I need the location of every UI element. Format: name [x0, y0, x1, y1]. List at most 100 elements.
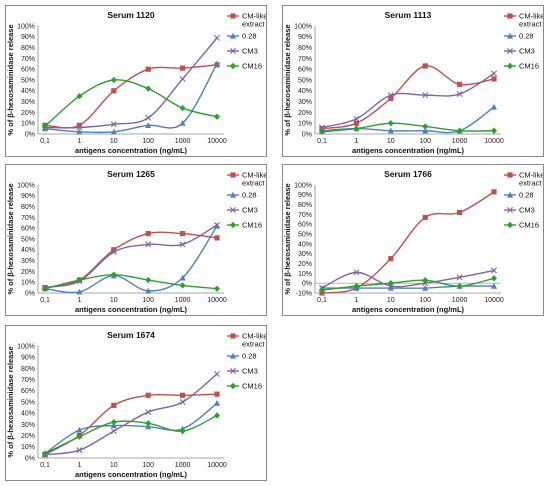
data-point — [42, 285, 48, 292]
x-axis-label: antigens concentration (ng/mL) — [352, 146, 465, 155]
y-tick-label: 30% — [21, 99, 35, 106]
legend-label: CM-like extract — [242, 12, 266, 29]
y-axis-label: % of β-hexosaminidase release — [283, 183, 292, 294]
data-point — [76, 124, 83, 131]
data-point — [145, 231, 151, 237]
data-point — [491, 282, 497, 289]
y-tick-label: 90% — [21, 34, 35, 41]
x-tick-label: 1 — [77, 297, 81, 304]
data-point — [491, 189, 497, 195]
x-tick-label: 100 — [142, 462, 154, 469]
chart-svg: Serum 1113 % of β-hexosaminidase release 0… — [283, 10, 543, 155]
y-tick-label: 90% — [298, 192, 312, 199]
legend-marker — [507, 221, 513, 229]
x-tick-label: 0,1 — [317, 297, 327, 304]
chart-panel-serum-1120: Serum 1120 % of β-hexosaminidase release 0… — [5, 5, 267, 157]
legend-marker — [230, 172, 236, 178]
y-tick-label: 50% — [21, 236, 35, 243]
y-tick-label: 90% — [21, 193, 35, 200]
x-tick-label: 1 — [354, 297, 358, 304]
y-tick-label: 100% — [17, 343, 35, 350]
y-tick-label: 80% — [21, 45, 35, 52]
data-point — [145, 85, 152, 92]
x-tick-label: 1000 — [452, 297, 468, 304]
data-point — [387, 127, 394, 134]
y-tick-label: 20% — [298, 261, 312, 268]
data-point — [110, 248, 117, 255]
data-point — [214, 391, 220, 397]
y-tick-label: 20% — [21, 433, 35, 440]
x-tick-label: 1000 — [175, 138, 191, 145]
data-point — [145, 114, 152, 121]
y-tick-label: 0% — [25, 455, 35, 462]
series-line — [44, 414, 218, 455]
legend-label: CM-like extract — [519, 171, 543, 188]
y-tick-label: 50% — [298, 231, 312, 238]
y-tick-label: 0% — [25, 290, 35, 297]
data-point — [145, 420, 152, 427]
x-tick-label: 10 — [110, 462, 118, 469]
data-point — [179, 241, 186, 248]
data-point — [353, 282, 360, 290]
y-tick-label: 60% — [21, 226, 35, 233]
legend-marker — [230, 191, 236, 198]
data-point — [111, 247, 117, 253]
data-point — [422, 123, 429, 130]
data-point — [456, 282, 463, 290]
y-tick-label: 40% — [21, 247, 35, 254]
legend-label: CM-like extract — [242, 332, 266, 349]
y-tick-label: 20% — [21, 110, 35, 117]
data-point — [42, 123, 48, 130]
x-tick-label: 0,1 — [40, 462, 50, 469]
y-tick-label: 10% — [298, 271, 312, 278]
data-point — [110, 121, 117, 128]
y-tick-label: 10% — [298, 121, 312, 128]
y-tick-label: 0% — [302, 281, 312, 288]
y-tick-label: 30% — [21, 422, 35, 429]
chart-svg: Serum 1766 % of β-hexosaminidase release -… — [283, 169, 543, 314]
data-point — [388, 256, 394, 262]
series-line — [44, 231, 218, 289]
data-point — [214, 235, 220, 241]
data-point — [180, 231, 186, 237]
y-tick-label: 30% — [21, 258, 35, 265]
data-point — [179, 282, 186, 289]
y-tick-label: 0% — [25, 131, 35, 138]
series-line — [44, 37, 218, 129]
legend-label: CM3 — [519, 206, 535, 215]
legend-label: CM3 — [242, 47, 258, 56]
series-line — [44, 63, 218, 134]
legend-label: CM-like extract — [242, 171, 266, 188]
data-point — [110, 428, 117, 435]
data-point — [387, 284, 394, 291]
x-tick-label: 1000 — [452, 138, 468, 145]
y-tick-label: 10% — [21, 444, 35, 451]
data-point — [214, 60, 220, 67]
data-point — [110, 76, 117, 84]
data-point — [179, 104, 186, 112]
chart-panel-serum-1113: Serum 1113 % of β-hexosaminidase release 0… — [282, 5, 544, 157]
series-line — [321, 106, 495, 134]
data-point — [214, 113, 220, 120]
data-point — [491, 103, 497, 110]
data-point — [456, 127, 463, 134]
y-tick-label: 70% — [298, 212, 312, 219]
data-point — [353, 115, 360, 122]
data-point — [76, 128, 83, 135]
series-line — [44, 79, 218, 127]
y-tick-label: 30% — [298, 251, 312, 258]
series-line — [321, 122, 495, 133]
series-line — [44, 273, 218, 290]
legend-label: CM16 — [242, 382, 262, 391]
data-point — [145, 392, 151, 398]
chart-svg: Serum 1265 % of β-hexosaminidase release 0… — [6, 169, 266, 314]
chart-title: Serum 1120 — [107, 10, 155, 20]
x-tick-label: 100 — [142, 297, 154, 304]
y-tick-label: 80% — [298, 45, 312, 52]
y-axis-label: % of β-hexosaminidase release — [6, 24, 15, 135]
x-tick-label: 100 — [142, 138, 154, 145]
legend-label: CM16 — [519, 62, 539, 71]
data-point — [110, 271, 117, 278]
data-point — [180, 392, 186, 398]
y-tick-label: 100% — [294, 23, 312, 30]
